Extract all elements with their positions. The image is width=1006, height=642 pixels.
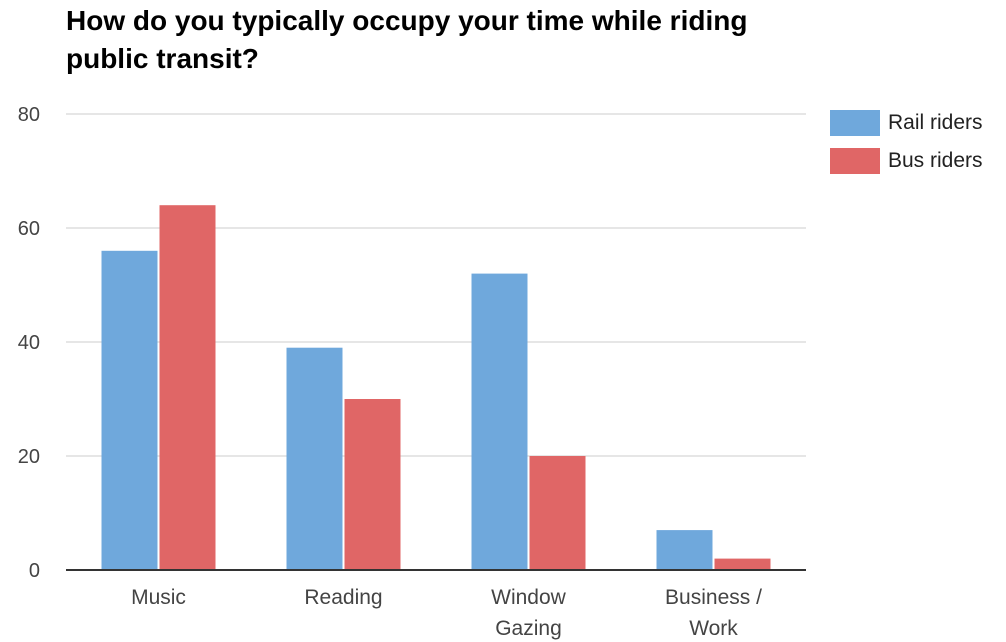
x-tick-label: Reading	[304, 586, 382, 609]
legend-swatch-bus	[830, 148, 880, 174]
bar-bus-1[interactable]	[344, 399, 401, 570]
bar-bus-0[interactable]	[159, 205, 216, 570]
x-tick-label: Music	[131, 586, 186, 609]
bar-bus-2[interactable]	[529, 456, 586, 570]
x-axis-ticks: Music Reading Window Gazing Business / Work	[131, 586, 762, 640]
legend: Rail riders Bus riders	[830, 110, 983, 186]
y-tick-label: 0	[29, 560, 40, 582]
legend-label-rail: Rail riders	[888, 111, 983, 134]
y-tick-label: 60	[18, 218, 40, 240]
bar-rail-0[interactable]	[101, 250, 158, 571]
bar-rail-2[interactable]	[471, 273, 528, 570]
x-tick-label: Business / Work	[665, 586, 762, 640]
bar-rail-1[interactable]	[286, 347, 343, 570]
bar-bus-3[interactable]	[714, 558, 771, 570]
bar-rail-3[interactable]	[656, 530, 713, 570]
legend-item-rail[interactable]: Rail riders	[830, 110, 983, 136]
y-tick-label: 20	[18, 446, 40, 468]
legend-label-bus: Bus riders	[888, 149, 983, 172]
y-tick-label: 40	[18, 332, 40, 354]
legend-item-bus[interactable]: Bus riders	[830, 148, 983, 174]
bars	[101, 205, 771, 571]
x-tick-label: Window Gazing	[491, 586, 567, 640]
y-tick-label: 80	[18, 104, 40, 126]
legend-swatch-rail	[830, 110, 880, 136]
y-axis-ticks: 0 20 40 60 80	[18, 104, 40, 582]
chart-title: How do you typically occupy your time wh…	[66, 5, 748, 74]
